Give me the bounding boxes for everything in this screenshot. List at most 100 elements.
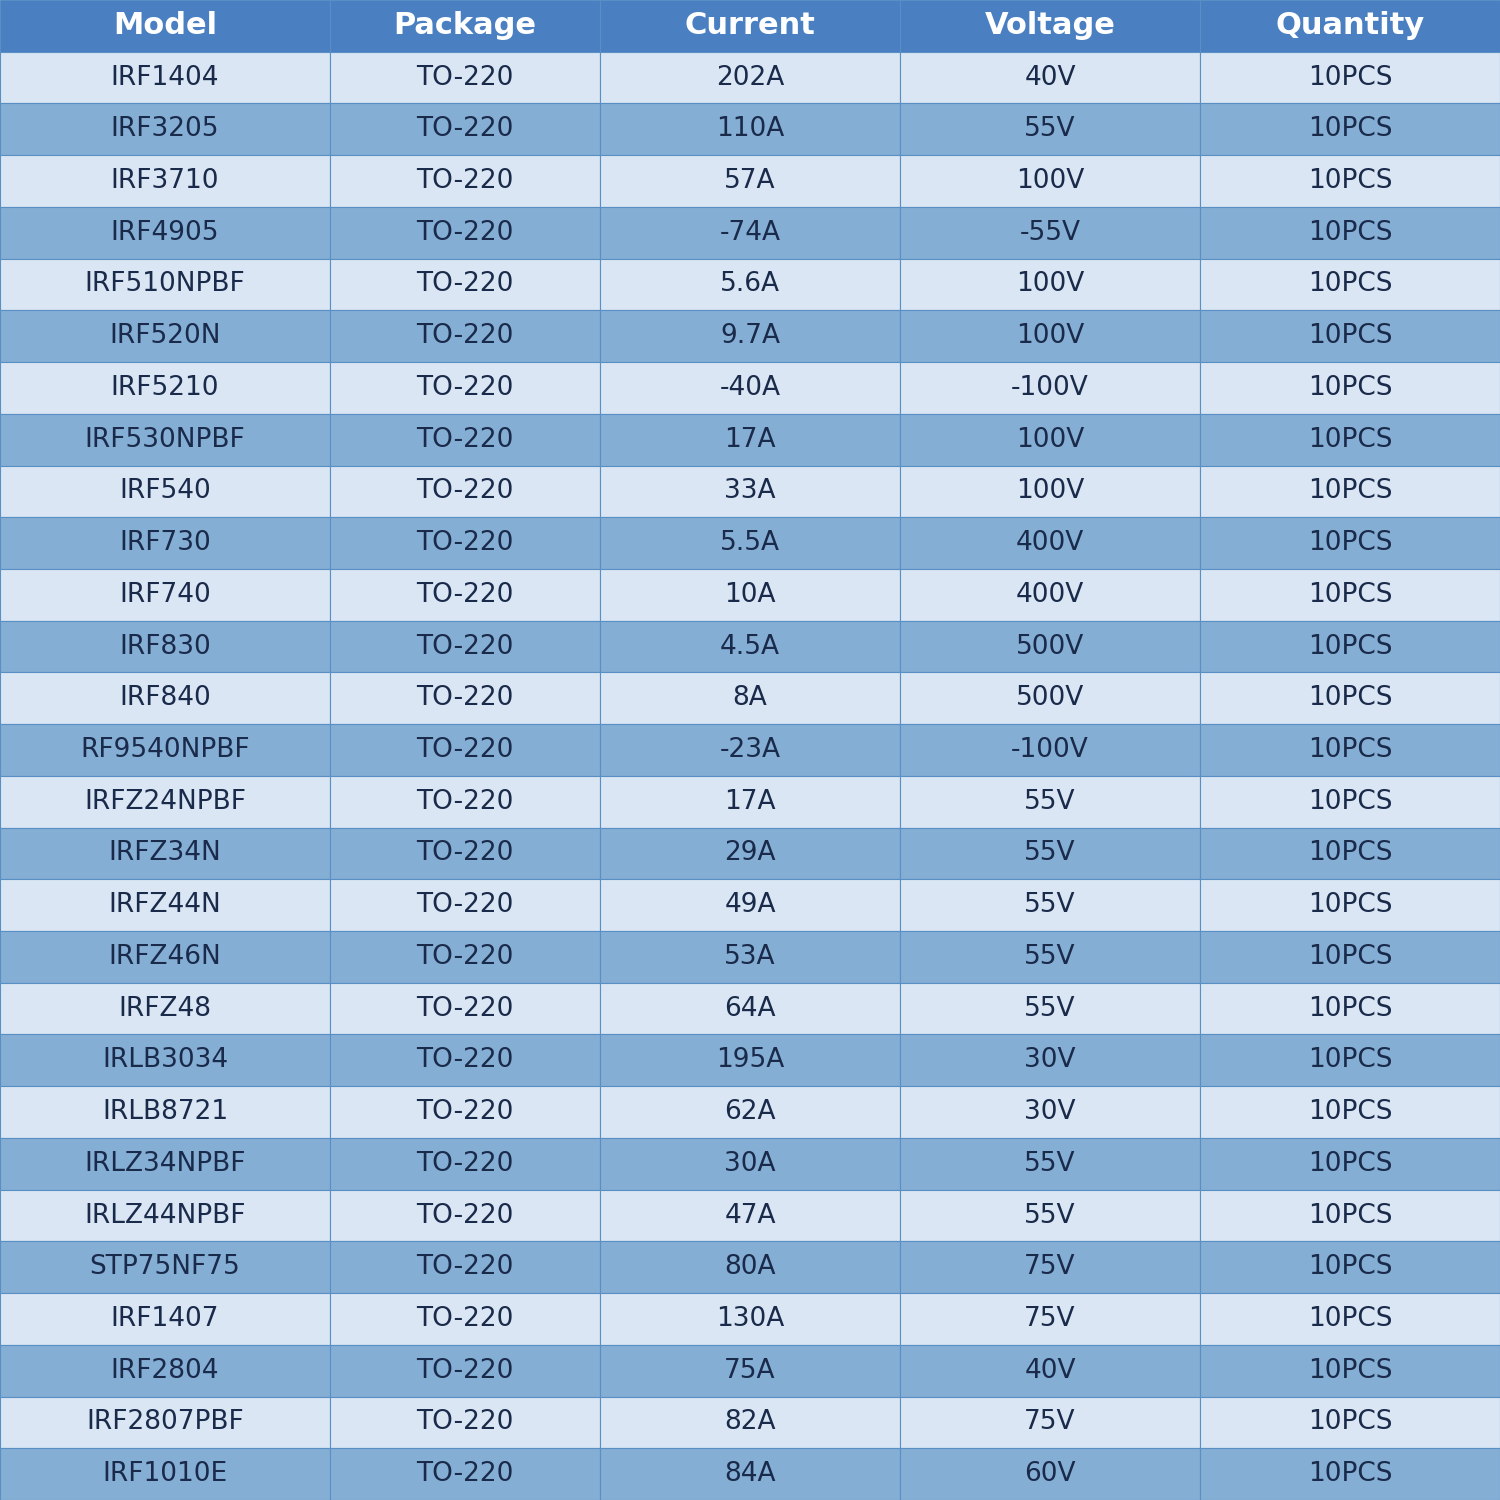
Text: TO-220: TO-220 xyxy=(417,582,513,608)
Bar xyxy=(0,724,330,776)
Bar xyxy=(600,828,900,879)
Bar xyxy=(900,1190,1200,1242)
Text: 75A: 75A xyxy=(724,1358,776,1383)
Bar xyxy=(600,776,900,828)
Bar xyxy=(330,1138,600,1190)
Text: 10PCS: 10PCS xyxy=(1308,478,1392,504)
Bar xyxy=(600,104,900,154)
Text: TO-220: TO-220 xyxy=(417,892,513,918)
Bar xyxy=(1200,1293,1500,1346)
Text: TO-220: TO-220 xyxy=(417,168,513,194)
Text: 10PCS: 10PCS xyxy=(1308,1100,1392,1125)
Bar xyxy=(1200,154,1500,207)
Bar xyxy=(330,1086,600,1138)
Text: 10PCS: 10PCS xyxy=(1308,1047,1392,1074)
Text: 400V: 400V xyxy=(1016,582,1084,608)
Bar xyxy=(1200,776,1500,828)
Bar xyxy=(0,879,330,932)
Bar xyxy=(330,568,600,621)
Bar xyxy=(1200,879,1500,932)
Text: TO-220: TO-220 xyxy=(417,996,513,1022)
Text: 55V: 55V xyxy=(1024,840,1075,867)
Text: 29A: 29A xyxy=(724,840,776,867)
Bar xyxy=(600,207,900,258)
Bar xyxy=(1200,982,1500,1035)
Text: TO-220: TO-220 xyxy=(417,840,513,867)
Bar xyxy=(900,414,1200,465)
Text: 17A: 17A xyxy=(724,426,776,453)
Text: 33A: 33A xyxy=(724,478,776,504)
Text: -40A: -40A xyxy=(720,375,780,400)
Text: Package: Package xyxy=(393,12,537,40)
Text: TO-220: TO-220 xyxy=(417,272,513,297)
Bar xyxy=(330,414,600,465)
Text: 60V: 60V xyxy=(1024,1461,1075,1486)
Text: 500V: 500V xyxy=(1016,633,1084,660)
Text: Current: Current xyxy=(684,12,816,40)
Text: IRFZ46N: IRFZ46N xyxy=(108,944,222,970)
Bar xyxy=(600,932,900,982)
Bar xyxy=(600,1293,900,1346)
Text: IRFZ48: IRFZ48 xyxy=(118,996,211,1022)
Bar xyxy=(330,258,600,310)
Bar xyxy=(0,51,330,104)
Text: 10PCS: 10PCS xyxy=(1308,426,1392,453)
Bar xyxy=(600,1449,900,1500)
Text: 10PCS: 10PCS xyxy=(1308,840,1392,867)
Bar xyxy=(600,1242,900,1293)
Text: 40V: 40V xyxy=(1024,1358,1075,1383)
Text: 10PCS: 10PCS xyxy=(1308,789,1392,814)
Bar xyxy=(330,310,600,362)
Text: IRF530NPBF: IRF530NPBF xyxy=(84,426,246,453)
Bar xyxy=(1200,414,1500,465)
Text: IRF540: IRF540 xyxy=(118,478,211,504)
Text: 4.5A: 4.5A xyxy=(720,633,780,660)
Bar xyxy=(1200,672,1500,724)
Bar xyxy=(0,621,330,672)
Text: IRLZ44NPBF: IRLZ44NPBF xyxy=(84,1203,246,1228)
Text: 10PCS: 10PCS xyxy=(1308,1410,1392,1436)
Text: IRF510NPBF: IRF510NPBF xyxy=(84,272,246,297)
Text: 30V: 30V xyxy=(1024,1047,1075,1074)
Bar xyxy=(0,1138,330,1190)
Text: 130A: 130A xyxy=(716,1306,784,1332)
Text: 9.7A: 9.7A xyxy=(720,322,780,350)
Text: TO-220: TO-220 xyxy=(417,789,513,814)
Text: 62A: 62A xyxy=(724,1100,776,1125)
Bar xyxy=(600,518,900,568)
Text: TO-220: TO-220 xyxy=(417,322,513,350)
Text: Model: Model xyxy=(112,12,218,40)
Text: IRF4905: IRF4905 xyxy=(111,220,219,246)
Bar xyxy=(900,1035,1200,1086)
Text: 100V: 100V xyxy=(1016,426,1084,453)
Bar xyxy=(0,568,330,621)
Bar xyxy=(330,154,600,207)
Bar xyxy=(600,982,900,1035)
Bar xyxy=(600,1138,900,1190)
Bar xyxy=(0,518,330,568)
Bar xyxy=(1200,1346,1500,1396)
Text: -100V: -100V xyxy=(1011,375,1089,400)
Text: 75V: 75V xyxy=(1024,1306,1075,1332)
Bar xyxy=(330,1190,600,1242)
Text: TO-220: TO-220 xyxy=(417,220,513,246)
Bar xyxy=(600,724,900,776)
Bar xyxy=(1200,465,1500,518)
Bar xyxy=(330,465,600,518)
Bar xyxy=(0,154,330,207)
Text: 10PCS: 10PCS xyxy=(1308,220,1392,246)
Bar xyxy=(600,1086,900,1138)
Text: IRF1010E: IRF1010E xyxy=(102,1461,228,1486)
Bar xyxy=(600,0,900,51)
Text: 53A: 53A xyxy=(724,944,776,970)
Text: 10PCS: 10PCS xyxy=(1308,322,1392,350)
Text: 75V: 75V xyxy=(1024,1410,1075,1436)
Bar xyxy=(330,982,600,1035)
Bar xyxy=(330,1449,600,1500)
Bar xyxy=(0,258,330,310)
Text: IRF3710: IRF3710 xyxy=(111,168,219,194)
Text: 10PCS: 10PCS xyxy=(1308,117,1392,142)
Bar xyxy=(600,1396,900,1449)
Text: IRF3205: IRF3205 xyxy=(111,117,219,142)
Bar xyxy=(600,51,900,104)
